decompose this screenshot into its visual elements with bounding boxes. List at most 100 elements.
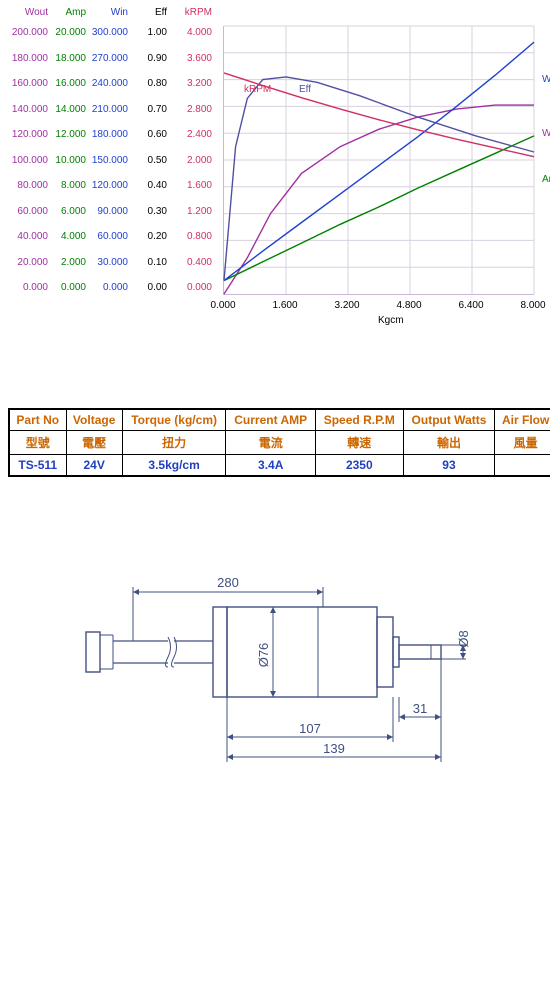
axis-tick: 3.600 [178,54,212,80]
series-eff [224,77,534,281]
axis-tick: 14.000 [50,105,86,131]
series-label-krpm: kRPM [244,84,271,95]
axis-tick: 12.000 [50,130,86,156]
svg-text:Ø76: Ø76 [256,643,271,668]
table-cell: 電壓 [66,431,122,455]
axis-tick: 30.000 [88,258,128,284]
drawing-svg: 280Ø76Ø831107139 [68,537,488,777]
table-cell: 3.4A [226,455,316,476]
axis-tick: 120.000 [88,181,128,207]
table-cell: Torque (kg/cm) [122,410,226,431]
axis-tick: 2.800 [178,105,212,131]
axis-tick: 80.000 [8,181,48,207]
axis-tick: 300.000 [88,28,128,54]
axis-tick: 60.000 [88,232,128,258]
table-cell: 型號 [10,431,67,455]
axis-tick: 4.000 [50,232,86,258]
series-label-wout: Wout [542,128,550,139]
table-cell [495,455,550,476]
axis-tick: 0.40 [141,181,167,207]
table-cell: Speed R.P.M [315,410,403,431]
axis-tick: 20.000 [50,28,86,54]
axis-tick: 1.200 [178,207,212,233]
axis-tick: 240.000 [88,79,128,105]
axis-tick: 0.90 [141,54,167,80]
axis-tick: 100.000 [8,156,48,182]
table-cell: 風量 [495,431,550,455]
chart-plot-area: WoutAmpWinEffkRPM [223,26,534,295]
table-cell: TS-511 [10,455,67,476]
table-cell: 轉速 [315,431,403,455]
x-tick: 6.400 [458,300,483,311]
x-tick: 8.000 [520,300,545,311]
axis-header-eff: Eff [141,8,167,24]
axis-tick: 40.000 [8,232,48,258]
axis-tick: 16.000 [50,79,86,105]
axis-tick: 2.000 [50,258,86,284]
table-cell: 輸出 [403,431,495,455]
axis-tick: 18.000 [50,54,86,80]
table-cell: Air Flow [495,410,550,431]
axis-tick: 0.800 [178,232,212,258]
axis-tick: 0.000 [50,283,86,309]
axis-tick: 120.000 [8,130,48,156]
axis-tick: 8.000 [50,181,86,207]
axis-header-amp: Amp [50,8,86,24]
svg-text:31: 31 [413,701,427,716]
table-cell: 24V [66,455,122,476]
svg-text:280: 280 [217,575,239,590]
axis-tick: 2.400 [178,130,212,156]
x-tick: 1.600 [272,300,297,311]
performance-chart: Wout200.000180.000160.000140.000120.0001… [8,8,538,328]
x-axis-label: Kgcm [378,315,404,326]
table-cell: Output Watts [403,410,495,431]
axis-tick: 0.400 [178,258,212,284]
series-win [224,42,534,281]
axis-tick: 140.000 [8,105,48,131]
axis-tick: 200.000 [8,28,48,54]
table-cell: Voltage [66,410,122,431]
axis-header-wout: Wout [8,8,48,24]
axis-tick: 1.600 [178,181,212,207]
axis-tick: 180.000 [88,130,128,156]
chart-svg [224,26,534,294]
spec-table: Part NoVoltageTorque (kg/cm)Current AMPS… [8,408,550,477]
axis-tick: 180.000 [8,54,48,80]
table-cell: Part No [10,410,67,431]
axis-tick: 0.60 [141,130,167,156]
svg-text:107: 107 [299,721,321,736]
axis-tick: 4.000 [178,28,212,54]
axis-tick: 0.00 [141,283,167,309]
axis-tick: 0.80 [141,79,167,105]
table-cell: 2350 [315,455,403,476]
axis-tick: 0.30 [141,207,167,233]
axis-tick: 160.000 [8,79,48,105]
svg-text:139: 139 [323,741,345,756]
series-label-eff: Eff [299,84,311,95]
axis-tick: 0.20 [141,232,167,258]
table-cell: 扭力 [122,431,226,455]
axis-tick: 20.000 [8,258,48,284]
axis-tick: 0.70 [141,105,167,131]
table-cell: 93 [403,455,495,476]
axis-tick: 270.000 [88,54,128,80]
axis-tick: 210.000 [88,105,128,131]
axis-tick: 1.00 [141,28,167,54]
x-tick: 0.000 [210,300,235,311]
axis-header-win: Win [88,8,128,24]
axis-tick: 60.000 [8,207,48,233]
axis-tick: 0.50 [141,156,167,182]
axis-tick: 0.000 [8,283,48,309]
axis-tick: 2.000 [178,156,212,182]
series-label-win: Win [542,74,550,85]
axis-tick: 3.200 [178,79,212,105]
table-cell: 電流 [226,431,316,455]
axis-tick: 150.000 [88,156,128,182]
series-amp [224,136,534,281]
table-cell: 3.5kg/cm [122,455,226,476]
series-label-amp: Amp [542,174,550,185]
table-cell: Current AMP [226,410,316,431]
axis-tick: 0.10 [141,258,167,284]
x-tick: 4.800 [396,300,421,311]
motor-dimension-drawing: 280Ø76Ø831107139 [68,537,488,777]
